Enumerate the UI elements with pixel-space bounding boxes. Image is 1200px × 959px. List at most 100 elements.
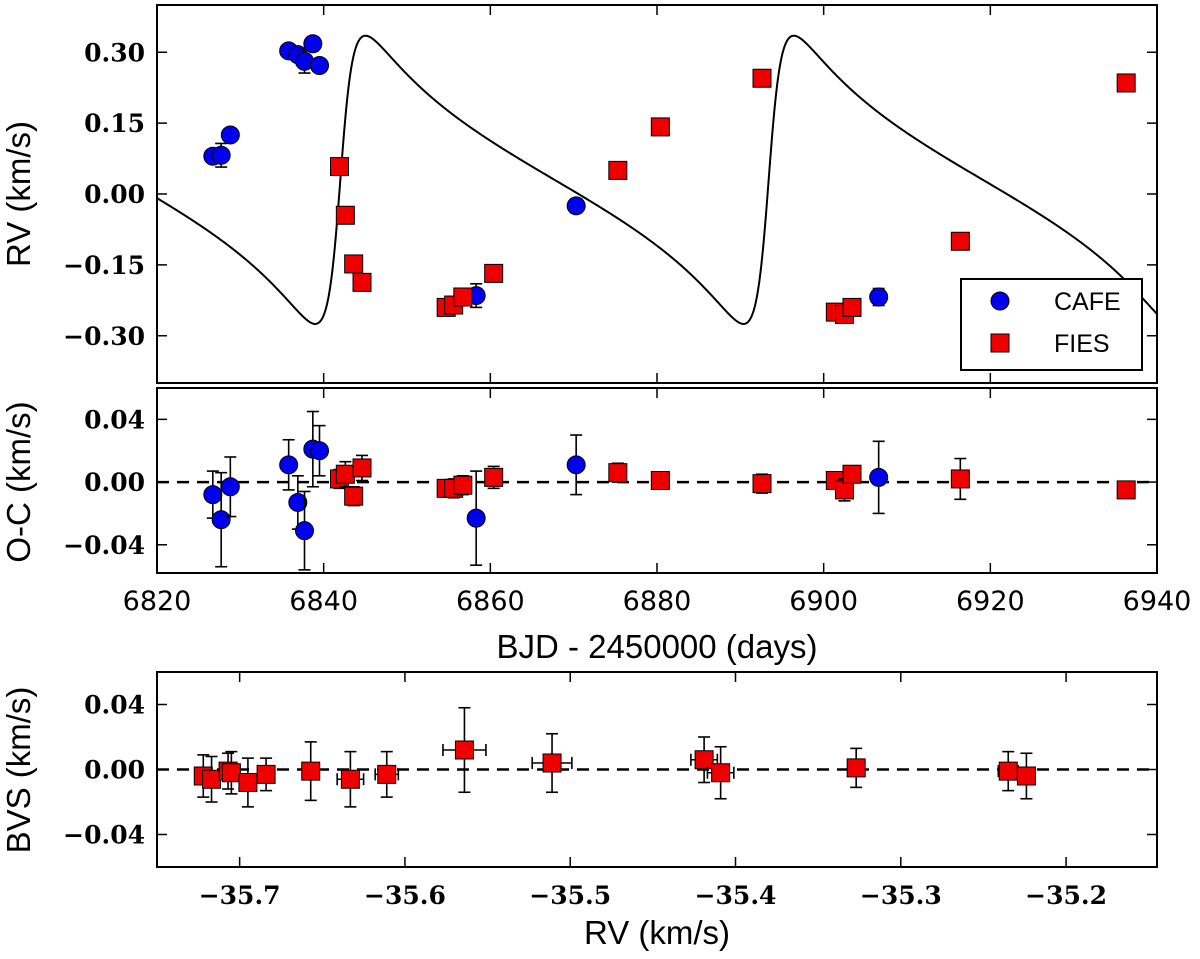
rv-ytick-label: 0.15 xyxy=(84,109,145,138)
fies-marker xyxy=(542,753,562,773)
bvs-x-ticks: −35.7 −35.6 −35.5 −35.4 −35.3 −35.2 xyxy=(199,672,1107,910)
fies-marker xyxy=(344,254,364,274)
legend-box xyxy=(960,278,1143,371)
oc-cafe-point xyxy=(566,434,586,496)
fies-marker xyxy=(998,761,1018,781)
fies-marker xyxy=(650,471,670,490)
oc-fies-point xyxy=(453,474,473,496)
cafe-marker xyxy=(310,55,329,75)
bvs-panel: −0.040.000.04 −35.7 −35.6 −35.5 −35.4 −35.3 −… xyxy=(0,671,1158,951)
oc-xtick-label: 6820 xyxy=(123,586,192,617)
oc-ytick-label: 0.00 xyxy=(84,468,145,497)
oc-y-axis-label: O-C (km/s) xyxy=(0,401,37,562)
oc-cafe-point xyxy=(288,474,308,530)
cafe-marker xyxy=(220,125,240,145)
cafe-marker xyxy=(295,521,314,541)
rv-fies-point xyxy=(650,117,670,137)
cafe-marker xyxy=(211,145,231,165)
rv-fies-point xyxy=(352,272,372,292)
fies-marker xyxy=(202,769,222,789)
bvs-fies-point xyxy=(336,750,365,808)
bvs-fies-point xyxy=(442,706,487,794)
bvs-xtick-label: −35.7 xyxy=(199,881,281,910)
oc-xtick-label: 6920 xyxy=(956,586,1025,617)
oc-panel: −0.04 0.00 0.04 6820 6840 6860 6880 6900 6920 69… xyxy=(0,387,1192,665)
rv-cafe-point xyxy=(303,34,323,54)
fies-marker xyxy=(340,769,360,789)
cafe-marker xyxy=(310,441,329,461)
oc-ytick-label: −0.04 xyxy=(63,531,145,560)
rv-fies-point xyxy=(330,157,349,177)
fies-marker xyxy=(950,469,970,489)
rv-cafe-point xyxy=(869,287,889,307)
fies-marker xyxy=(1116,480,1136,500)
bvs-fies-point xyxy=(301,741,321,802)
fies-marker xyxy=(752,68,772,88)
rv-data-points xyxy=(203,34,1136,324)
bvs-fies-point xyxy=(531,732,573,794)
rv-fies-point xyxy=(1116,73,1136,93)
fies-marker xyxy=(330,157,349,177)
cafe-marker xyxy=(279,455,299,475)
fies-marker xyxy=(453,475,473,495)
cafe-marker xyxy=(211,510,231,530)
fies-marker xyxy=(344,486,364,506)
fies-marker xyxy=(608,160,628,180)
rv-ytick-label: −0.15 xyxy=(63,251,145,280)
cafe-marker xyxy=(566,455,586,475)
oc-fies-point xyxy=(484,465,504,490)
oc-fies-point xyxy=(752,473,772,494)
bvs-xtick-label: −35.6 xyxy=(364,881,446,910)
fies-marker xyxy=(221,763,241,783)
bvs-fies-point xyxy=(221,750,241,795)
bvs-ytick-label: −0.04 xyxy=(63,821,145,850)
rv-y-axis-label: RV (km/s) xyxy=(0,121,37,267)
fies-marker xyxy=(335,205,355,225)
oc-xtick-label: 6900 xyxy=(789,586,858,617)
rv-fies-point xyxy=(752,68,772,88)
rv-fies-point xyxy=(608,160,628,180)
bvs-xtick-label: −35.4 xyxy=(695,881,777,910)
oc-xtick-label: 6840 xyxy=(289,586,358,617)
bvs-fies-point xyxy=(706,745,735,800)
oc-cafe-point xyxy=(279,438,299,491)
oc-y-ticks: −0.04 0.00 0.04 xyxy=(63,405,1157,560)
bvs-fies-point xyxy=(846,747,866,789)
bvs-y-ticks: −0.04 0.00 0.04 xyxy=(63,691,1157,850)
fies-marker xyxy=(608,463,628,483)
fies-marker xyxy=(352,272,372,292)
bvs-fies-point xyxy=(997,750,1019,792)
fies-marker xyxy=(484,263,504,283)
oc-x-ticks: 6820 6840 6860 6880 6900 6920 6940 xyxy=(123,388,1192,617)
rv-fies-point xyxy=(344,254,364,274)
cafe-marker xyxy=(869,287,889,307)
fies-marker xyxy=(711,763,731,783)
bvs-xtick-label: −35.5 xyxy=(529,881,611,910)
rv-cafe-point xyxy=(566,196,586,216)
fies-marker xyxy=(1016,766,1036,786)
fies-marker xyxy=(846,758,866,778)
oc-xtick-label: 6880 xyxy=(623,586,692,617)
bvs-data-points xyxy=(193,706,1036,808)
bvs-fies-point xyxy=(1016,752,1036,800)
fies-marker xyxy=(352,458,372,478)
fies-marker xyxy=(256,764,276,784)
bvs-ytick-label: 0.04 xyxy=(84,691,145,720)
rv-x-ticks xyxy=(156,5,1158,383)
fies-marker xyxy=(484,467,504,487)
bvs-fies-point xyxy=(238,757,258,808)
bvs-xtick-label: −35.3 xyxy=(860,881,942,910)
fies-marker xyxy=(335,464,355,484)
oc-cafe-point xyxy=(869,440,889,515)
oc-fies-point xyxy=(1116,480,1136,500)
rv-ytick-label: 0.30 xyxy=(84,38,145,67)
cafe-marker xyxy=(203,485,223,505)
oc-fies-point xyxy=(950,457,970,501)
oc-cafe-point xyxy=(466,470,486,566)
oc-cafe-point xyxy=(203,470,223,519)
rv-fies-point xyxy=(842,297,862,317)
oc-xtick-label: 6940 xyxy=(1123,586,1192,617)
oc-cafe-point xyxy=(310,424,329,477)
oc-xtick-label: 6860 xyxy=(456,586,525,617)
legend-cafe-label: CAFE xyxy=(1054,288,1121,316)
